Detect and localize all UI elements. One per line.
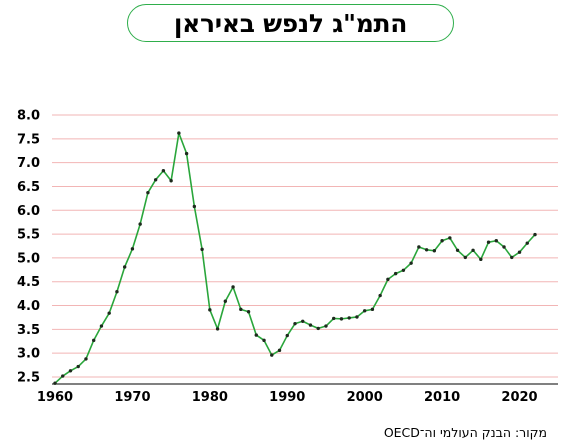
source-note: מקור: הבנק העולמי וה־OECD: [383, 425, 547, 440]
data-point: [239, 307, 243, 312]
y-axis-ticks: 2.5 3.0 3.5 4.0 4.5 5.0 5.5 6.0 6.5 7.0 7.5 8.0: [17, 109, 40, 386]
x-tick-label: 2020: [501, 390, 537, 405]
y-tick-label: 5.0: [17, 251, 40, 266]
data-point: [246, 310, 251, 314]
data-point: [231, 285, 235, 289]
data-point: [169, 179, 173, 183]
data-point: [301, 319, 305, 323]
y-tick-label: 5.5: [17, 228, 40, 243]
y-tick-label: 6.5: [17, 180, 40, 195]
data-point: [393, 271, 398, 276]
data-point: [61, 374, 65, 378]
data-point: [432, 249, 437, 253]
data-point: [525, 241, 529, 245]
data-point: [92, 338, 96, 343]
data-point: [479, 257, 483, 262]
x-tick-label: 2000: [347, 390, 383, 405]
data-point: [270, 353, 274, 357]
data-point: [448, 236, 452, 240]
data-point: [316, 326, 320, 331]
data-points: [53, 131, 537, 385]
data-point: [68, 369, 73, 373]
data-point: [254, 333, 258, 337]
y-tick-label: 7.5: [17, 132, 40, 147]
data-point: [502, 245, 506, 249]
data-point: [208, 308, 212, 312]
y-tick-label: 6.0: [17, 204, 40, 219]
data-point: [370, 307, 375, 312]
y-tick-label: 3.0: [17, 347, 40, 362]
y-tick-label: 4.0: [17, 299, 40, 314]
data-point: [122, 265, 127, 269]
x-tick-label: 1990: [269, 390, 305, 405]
data-point: [440, 239, 444, 243]
data-point: [215, 327, 220, 331]
data-point: [517, 250, 522, 254]
data-point: [355, 315, 359, 319]
y-tick-label: 4.5: [17, 275, 40, 290]
data-point: [223, 299, 228, 303]
gridlines: [52, 114, 558, 378]
data-point: [486, 240, 491, 244]
data-point: [53, 381, 57, 385]
data-point: [192, 204, 197, 209]
data-point: [533, 232, 537, 237]
data-point: [386, 277, 390, 282]
data-point: [339, 317, 344, 321]
data-point: [510, 255, 514, 260]
data-point: [184, 151, 189, 156]
data-point: [378, 293, 382, 298]
x-tick-label: 2010: [424, 390, 460, 405]
data-point: [138, 222, 142, 226]
y-tick-label: 3.5: [17, 323, 40, 338]
data-point: [107, 311, 111, 315]
data-point: [424, 248, 429, 252]
data-point: [277, 348, 282, 353]
data-point: [409, 261, 413, 265]
x-tick-label: 1980: [192, 390, 228, 405]
chart-title: התמ"ג לנפש באיראן: [127, 4, 454, 42]
y-tick-label: 7.0: [17, 156, 40, 171]
x-tick-label: 1960: [37, 390, 73, 405]
data-point: [471, 248, 475, 252]
data-point: [293, 321, 297, 326]
data-point: [401, 268, 406, 272]
data-point: [130, 247, 135, 251]
data-point: [494, 239, 498, 243]
data-point: [99, 324, 104, 328]
data-point: [308, 323, 313, 327]
data-point: [200, 247, 204, 252]
data-point: [463, 255, 468, 260]
data-point: [84, 357, 88, 361]
data-point: [262, 338, 266, 343]
y-tick-label: 2.5: [17, 371, 40, 386]
x-tick-label: 1970: [114, 390, 150, 405]
data-point: [362, 309, 367, 313]
data-point: [285, 333, 289, 338]
x-axis-ticks: 1960 1970 1980 1990 2000 2010 2020: [37, 390, 538, 405]
data-point: [347, 316, 351, 320]
data-point: [455, 248, 460, 252]
data-point: [161, 169, 166, 173]
data-point: [332, 316, 336, 321]
y-tick-label: 8.0: [17, 109, 40, 124]
data-point: [76, 364, 80, 369]
data-point: [146, 190, 150, 195]
data-point: [417, 245, 421, 249]
data-point: [115, 290, 119, 294]
data-point: [177, 131, 181, 135]
data-point: [153, 178, 158, 182]
data-point: [324, 324, 328, 328]
